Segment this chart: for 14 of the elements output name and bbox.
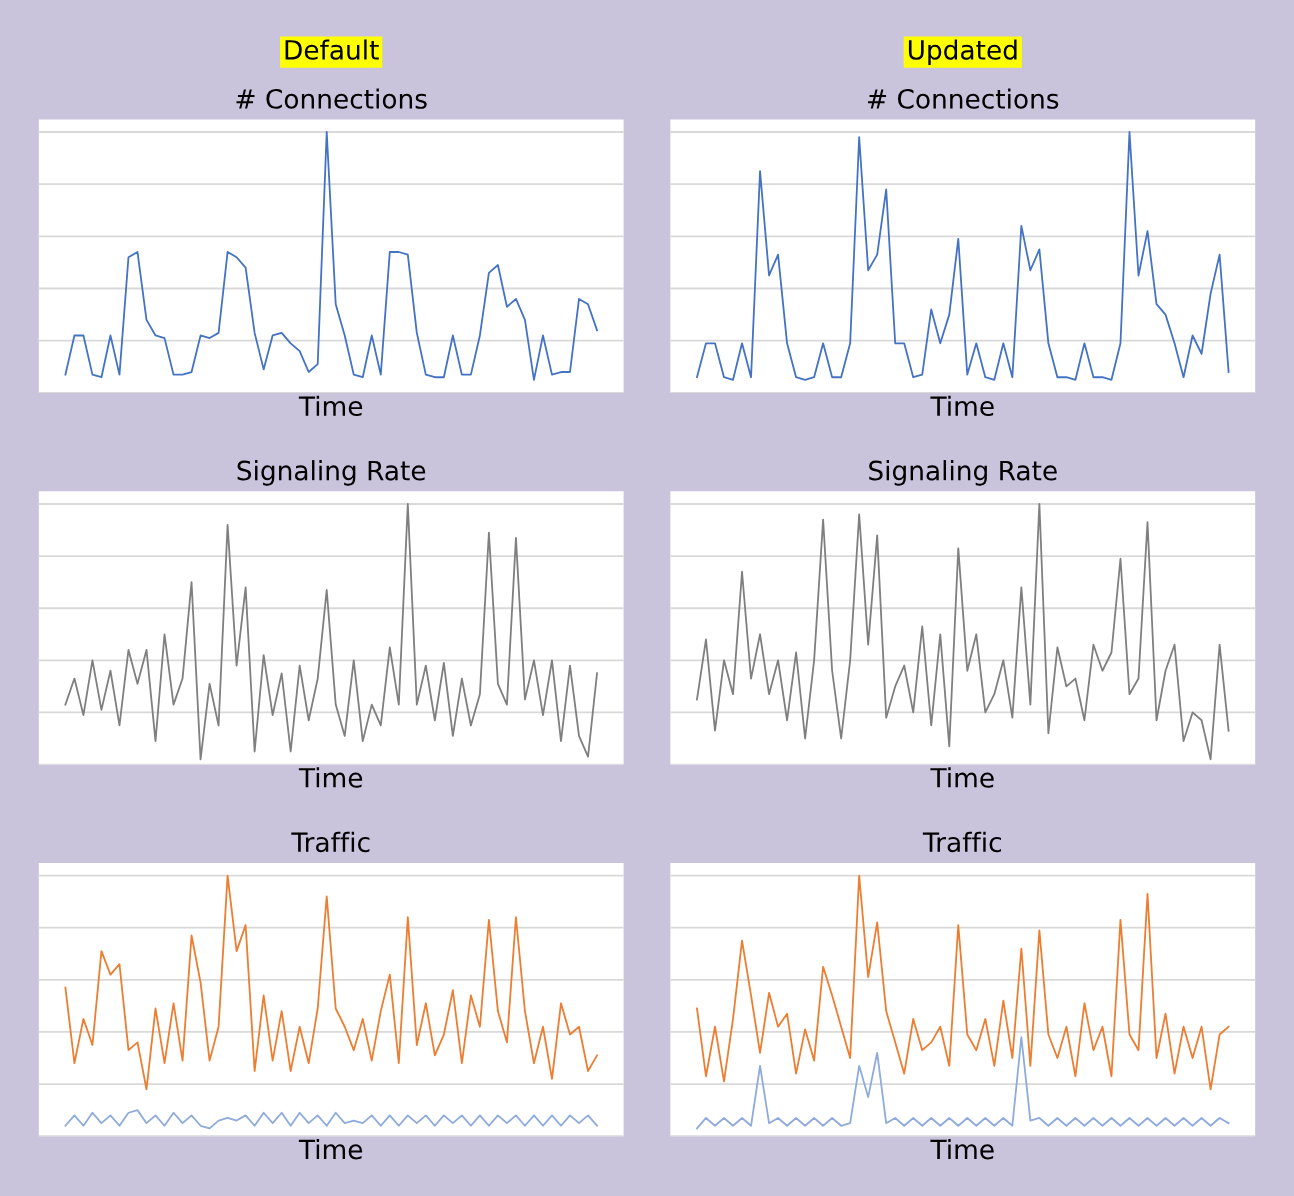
text: Updated: [908, 39, 1017, 65]
x-axis-title: Time: [930, 767, 994, 788]
x-axis-title: Time: [298, 1138, 363, 1160]
chart-title: # Connections: [868, 88, 1059, 109]
x-axis-title: Time: [930, 1138, 994, 1160]
chart-title: Traffic: [291, 831, 370, 853]
text: Default: [285, 39, 379, 60]
x-axis-title: Time: [298, 395, 363, 417]
chart-title: Traffic: [922, 831, 1001, 853]
chart-title: # Connections: [236, 88, 427, 109]
x-axis-title: Time: [298, 767, 363, 788]
x-axis-title: Time: [930, 395, 994, 417]
chart-title: Signaling Rate: [237, 460, 426, 486]
chart-title: Signaling Rate: [869, 460, 1057, 486]
